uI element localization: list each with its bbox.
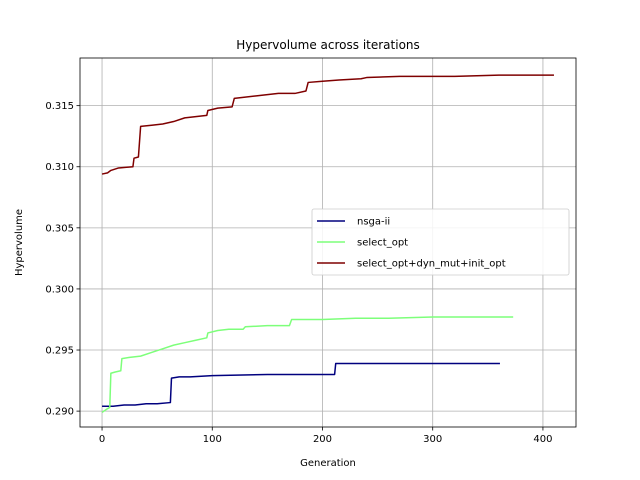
legend-entry: select_opt	[357, 238, 408, 249]
y-tick-label: 0.300	[45, 284, 74, 295]
y-tick-label: 0.290	[45, 407, 74, 418]
y-tick-label: 0.310	[45, 162, 74, 173]
x-tick-label: 300	[423, 434, 442, 445]
x-axis-label: Generation	[300, 458, 356, 469]
legend-entry: select_opt+dyn_mut+init_opt	[357, 259, 506, 270]
chart-title: Hypervolume across iterations	[236, 38, 420, 52]
plot-frame	[79, 57, 577, 428]
series-lines	[101, 74, 554, 413]
x-tick-label: 400	[533, 434, 552, 445]
x-tick-label: 0	[99, 434, 105, 445]
y-axis-label: Hypervolume	[14, 209, 25, 276]
y-tick-label: 0.315	[45, 101, 74, 112]
y-tick-label: 0.305	[45, 223, 74, 234]
legend-box	[311, 208, 570, 276]
legend-entry: nsga-ii	[357, 217, 390, 228]
series-line-nsga-ii	[102, 362, 500, 407]
legend: nsga-ii select_opt select_opt+dyn_mut+init…	[311, 208, 570, 276]
axis-ticks: 0 100 200 300 400 0.290 0.295 0.300 0.305 0.310 0.…	[45, 101, 552, 445]
series-line-select-opt-dyn-mut-init-opt	[101, 74, 554, 175]
x-tick-label: 200	[313, 434, 332, 445]
series-line-select-opt	[101, 316, 514, 413]
x-tick-label: 100	[203, 434, 222, 445]
y-tick-label: 0.295	[45, 346, 74, 357]
